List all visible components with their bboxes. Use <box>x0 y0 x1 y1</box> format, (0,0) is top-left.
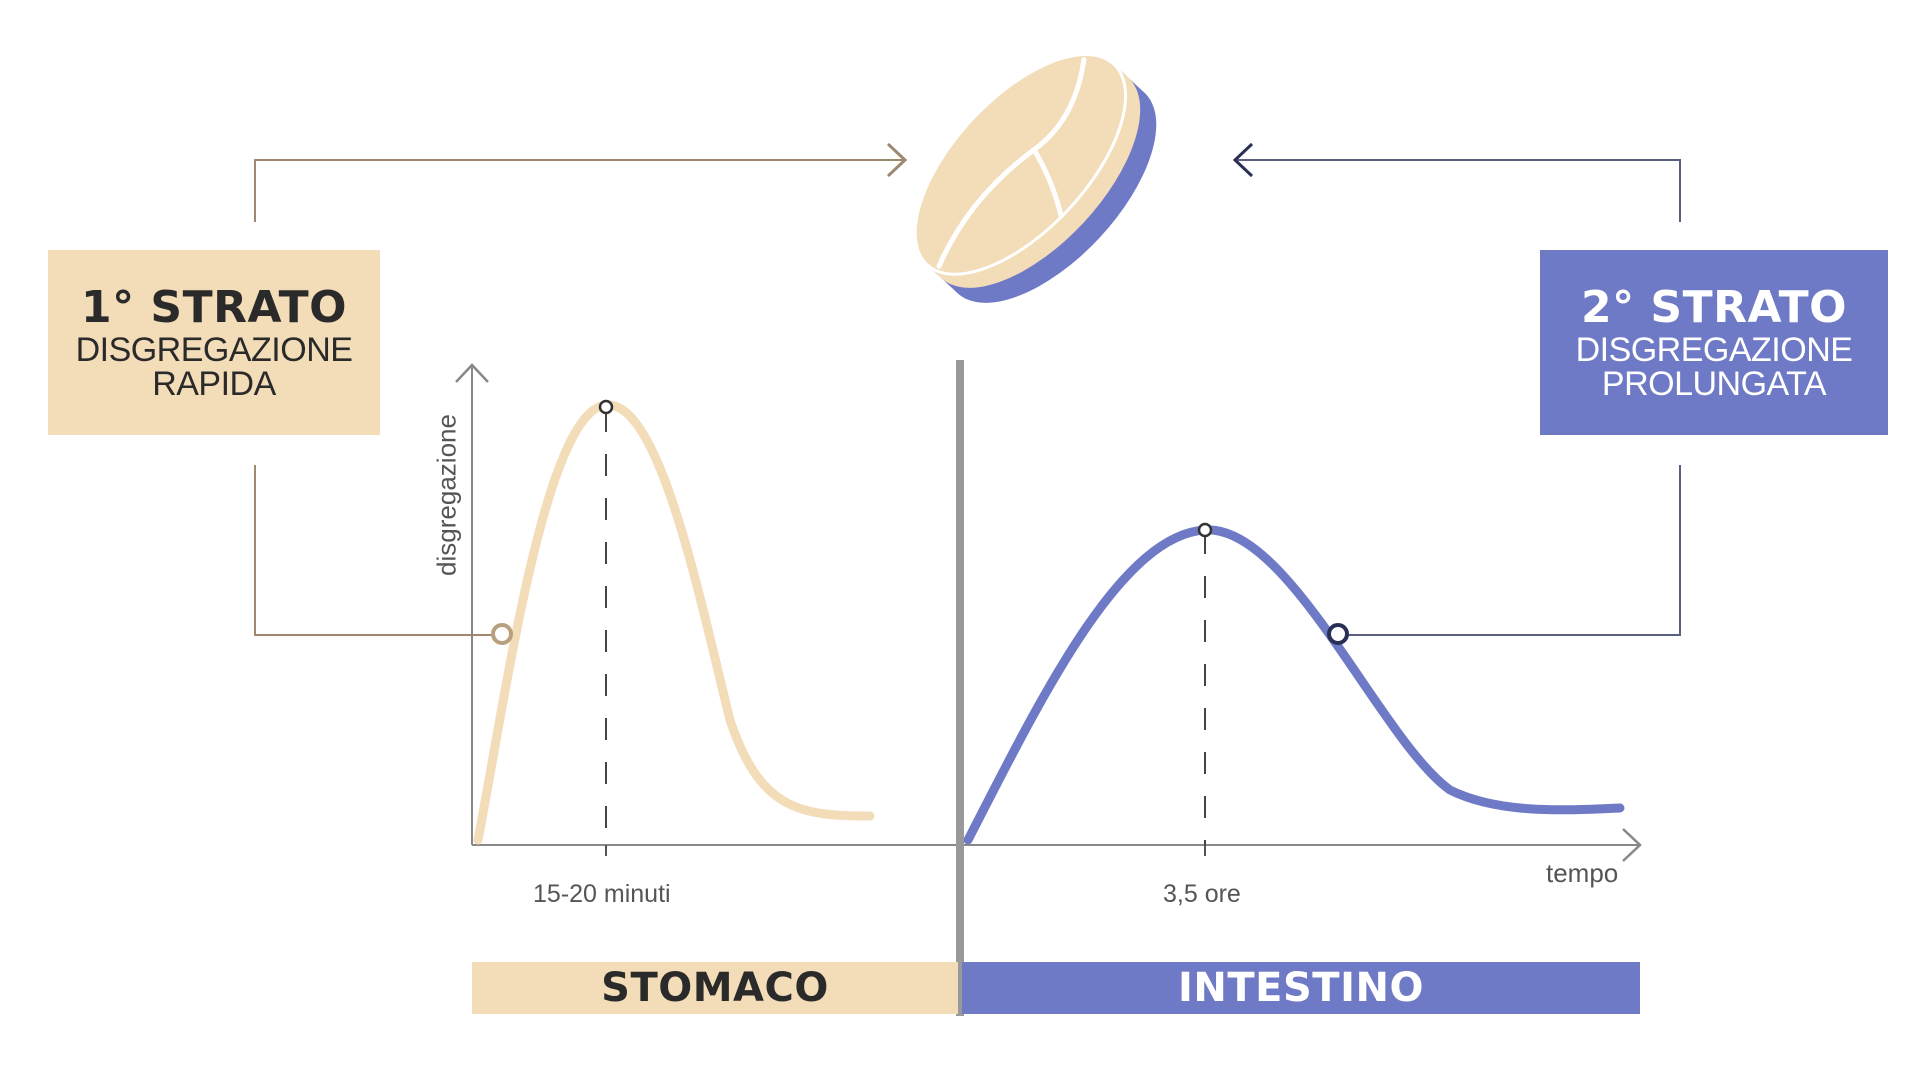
layer1-title: 1° STRATO <box>80 282 348 334</box>
layer2-desc-line2: PROLUNGATA <box>1601 364 1827 403</box>
layer2-curve-marker <box>1327 623 1349 645</box>
layer1-to-curve-connector <box>254 465 492 636</box>
layer2-to-tablet-connector <box>1235 159 1681 222</box>
layer1-desc-line1: DISGREGAZIONE <box>75 330 353 369</box>
x-axis-arrowhead <box>1622 828 1642 862</box>
layer2-box: 2° STRATO DISGREGAZIONE PROLUNGATA <box>1540 250 1888 435</box>
x-axis-label: tempo <box>1546 858 1619 888</box>
layer1-arrowhead-icon <box>886 142 908 178</box>
layer2-to-curve-connector <box>1345 465 1681 636</box>
tablet-icon <box>913 53 1157 303</box>
intestine-curve <box>963 525 1625 845</box>
layer1-box: 1° STRATO DISGREGAZIONE RAPIDA <box>48 250 380 435</box>
stomach-region-band: STOMACO <box>472 962 958 1014</box>
layer2-arrowhead-icon <box>1232 142 1254 178</box>
axes <box>455 363 1642 862</box>
intestine-peak-time-label: 3,5 ore <box>1163 880 1241 908</box>
layer1-to-tablet-connector <box>254 159 905 222</box>
intestine-region-band: INTESTINO <box>962 962 1640 1014</box>
y-axis-arrowhead <box>455 363 489 383</box>
stomach-curve <box>473 400 875 845</box>
layer1-curve-marker <box>491 623 513 645</box>
layer2-desc-line1: DISGREGAZIONE <box>1575 330 1853 369</box>
y-axis-label: disgregazione <box>431 414 462 576</box>
intestine-peak-marker <box>1197 522 1213 538</box>
stomach-peak-marker <box>598 399 614 415</box>
layer1-desc-line2: RAPIDA <box>152 364 276 403</box>
stomach-peak-time-label: 15-20 minuti <box>533 880 671 908</box>
layer2-title: 2° STRATO <box>1580 282 1848 334</box>
